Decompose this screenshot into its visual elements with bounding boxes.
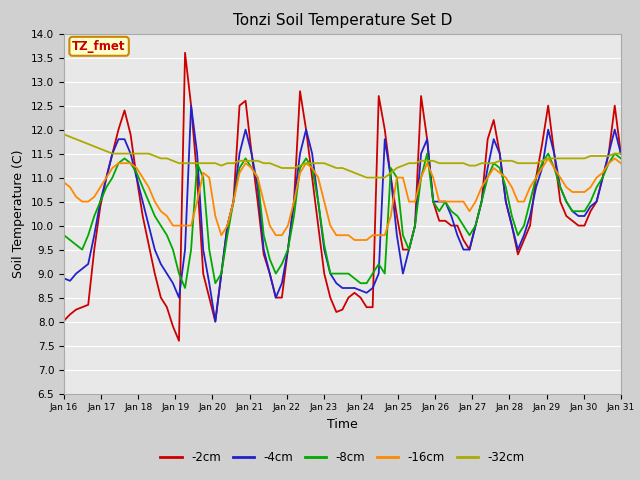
-8cm [514, 232, 522, 238]
-2cm [351, 290, 358, 296]
-16cm [132, 165, 140, 171]
-2cm [181, 50, 189, 56]
-8cm [423, 151, 431, 156]
-32cm [508, 158, 516, 164]
Title: Tonzi Soil Temperature Set D: Tonzi Soil Temperature Set D [233, 13, 452, 28]
-4cm [514, 247, 522, 252]
-2cm [617, 151, 625, 156]
Y-axis label: Soil Temperature (C): Soil Temperature (C) [12, 149, 26, 278]
-4cm [351, 285, 358, 291]
-8cm [181, 285, 189, 291]
-8cm [175, 271, 183, 276]
-8cm [60, 232, 68, 238]
X-axis label: Time: Time [327, 418, 358, 431]
-16cm [339, 232, 346, 238]
-2cm [132, 175, 140, 180]
-32cm [151, 153, 159, 159]
Line: -2cm: -2cm [64, 53, 621, 341]
-8cm [617, 156, 625, 161]
Legend: -2cm, -4cm, -8cm, -16cm, -32cm: -2cm, -4cm, -8cm, -16cm, -32cm [156, 446, 529, 469]
-4cm [460, 247, 467, 252]
Line: -8cm: -8cm [64, 154, 621, 288]
-4cm [151, 247, 159, 252]
-2cm [460, 237, 467, 243]
-8cm [460, 223, 467, 228]
-16cm [351, 237, 358, 243]
-16cm [545, 156, 552, 161]
-4cm [617, 151, 625, 156]
-16cm [151, 199, 159, 204]
-4cm [132, 175, 140, 180]
-8cm [344, 271, 352, 276]
-4cm [211, 319, 219, 324]
-16cm [175, 223, 183, 228]
-16cm [60, 180, 68, 185]
-4cm [60, 276, 68, 281]
-8cm [151, 213, 159, 219]
-32cm [617, 151, 625, 156]
Text: TZ_fmet: TZ_fmet [72, 40, 126, 53]
-8cm [132, 170, 140, 176]
-2cm [151, 271, 159, 276]
Line: -16cm: -16cm [64, 158, 621, 240]
-2cm [514, 252, 522, 257]
-32cm [60, 132, 68, 137]
-32cm [132, 151, 140, 156]
Line: -32cm: -32cm [64, 134, 621, 178]
-2cm [188, 103, 195, 108]
-16cm [508, 184, 516, 190]
-2cm [175, 338, 183, 344]
-16cm [454, 199, 461, 204]
-4cm [188, 103, 195, 108]
-16cm [617, 160, 625, 166]
-32cm [175, 160, 183, 166]
-2cm [60, 318, 68, 324]
Line: -4cm: -4cm [64, 106, 621, 322]
-32cm [454, 160, 461, 166]
-4cm [175, 295, 183, 300]
-32cm [339, 165, 346, 171]
-32cm [363, 175, 371, 180]
